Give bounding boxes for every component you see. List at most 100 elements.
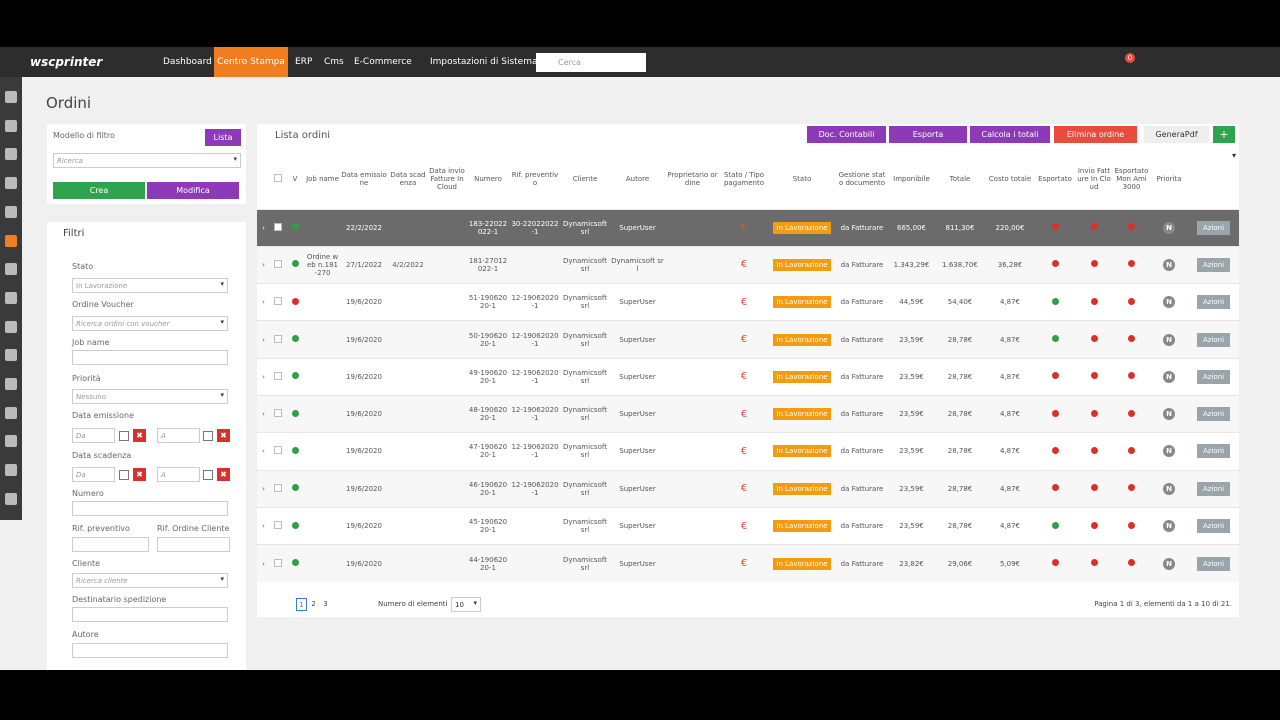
row-checkbox[interactable] [270, 395, 285, 432]
row-checkbox[interactable] [270, 470, 285, 507]
sidebar-icon[interactable] [5, 320, 17, 333]
actions-button[interactable]: Azioni [1196, 257, 1231, 272]
clear-button[interactable]: ✖ [217, 429, 230, 442]
toolbar-button[interactable]: Elimina ordine [1054, 126, 1137, 143]
select[interactable]: Ricerca cliente [72, 573, 228, 588]
input[interactable]: Da [72, 428, 115, 443]
select[interactable]: Ricerca ordini con voucher [72, 316, 228, 331]
cell-total: 54,40€ [947, 298, 973, 307]
calendar-icon[interactable] [119, 470, 129, 480]
clear-button[interactable]: ✖ [133, 468, 146, 481]
sidebar-icon[interactable] [5, 378, 17, 390]
cell-flag [1035, 209, 1075, 246]
input[interactable]: Da [72, 467, 115, 482]
actions-button[interactable]: Azioni [1196, 220, 1231, 235]
sidebar-icon[interactable] [5, 349, 17, 362]
calendar-icon[interactable] [203, 470, 213, 480]
expand-toggle[interactable]: › [262, 335, 265, 344]
page-button[interactable]: 3 [323, 600, 328, 608]
nav-item[interactable]: E-Commerce [354, 57, 412, 67]
sidebar-icon[interactable] [5, 492, 17, 505]
input[interactable] [72, 501, 228, 516]
input[interactable] [72, 643, 228, 658]
sidebar-icon[interactable] [5, 205, 17, 218]
page-button[interactable]: 2 [311, 600, 316, 608]
actions-button[interactable]: Azioni [1196, 332, 1231, 347]
nav-item[interactable]: Dashboard [163, 57, 212, 67]
cell-net: 23,59€ [899, 447, 924, 456]
page-button[interactable]: 1 [296, 598, 307, 611]
clear-button[interactable]: ✖ [133, 429, 146, 442]
create-button[interactable]: Crea [53, 182, 145, 199]
row-checkbox[interactable] [270, 358, 285, 395]
toolbar-button[interactable]: GeneraPdf [1144, 126, 1209, 143]
search-box[interactable]: Cerca [536, 53, 646, 72]
input[interactable] [72, 350, 228, 365]
select[interactable]: In Lavorazione [72, 278, 228, 293]
calendar-icon[interactable] [119, 431, 129, 441]
sidebar-icon[interactable] [5, 435, 17, 448]
toolbar-button[interactable]: Doc. Contabili [807, 126, 886, 143]
input[interactable]: A [157, 428, 200, 443]
expand-toggle[interactable]: › [262, 447, 265, 456]
expand-toggle[interactable]: › [262, 260, 265, 269]
row-checkbox[interactable] [270, 321, 285, 358]
cell-client: Dynamicsoft srl [563, 443, 607, 460]
row-checkbox[interactable] [270, 433, 285, 470]
row-checkbox[interactable] [270, 209, 285, 246]
expand-toggle[interactable]: › [262, 298, 265, 307]
sidebar-icon[interactable] [5, 177, 17, 190]
row-checkbox[interactable] [270, 507, 285, 544]
row-checkbox[interactable] [270, 545, 285, 582]
input[interactable] [72, 607, 228, 622]
sidebar-icon[interactable] [5, 406, 17, 419]
edit-button[interactable]: Modifica [147, 182, 239, 199]
actions-button[interactable]: Azioni [1196, 481, 1231, 496]
sidebar-icon[interactable] [5, 234, 17, 247]
actions-button[interactable]: Azioni [1196, 407, 1231, 422]
cell-cost: 4,87€ [999, 372, 1021, 381]
select[interactable]: Nessuno [72, 389, 228, 404]
sidebar-icon[interactable] [5, 148, 17, 161]
clear-button[interactable]: ✖ [217, 468, 230, 481]
logo[interactable]: wscprinter [30, 55, 103, 69]
toolbar-button[interactable]: Esporta [889, 126, 967, 143]
sidebar-icon[interactable] [5, 263, 17, 276]
input[interactable] [157, 537, 230, 552]
sidebar-icon[interactable] [5, 464, 17, 477]
expand-toggle[interactable]: › [262, 223, 265, 232]
input[interactable] [72, 537, 149, 552]
actions-button[interactable]: Azioni [1196, 444, 1231, 459]
actions-button[interactable]: Azioni [1196, 519, 1231, 534]
toolbar-button[interactable]: Calcola i totali [970, 126, 1050, 143]
per-page-select[interactable]: 10 [451, 597, 481, 612]
expand-toggle[interactable]: › [262, 522, 265, 531]
list-button[interactable]: Lista [205, 129, 241, 146]
calendar-icon[interactable] [203, 431, 213, 441]
sidebar-icon[interactable] [5, 291, 17, 304]
nav-item[interactable]: Centro Stampa [214, 47, 288, 77]
header-cell: Rif. preventivo [511, 171, 559, 188]
expand-toggle[interactable]: › [262, 484, 265, 493]
expand-toggle[interactable]: › [262, 372, 265, 381]
field-label: Rif. Ordine Cliente [157, 524, 230, 533]
expand-toggle[interactable]: › [262, 559, 265, 568]
actions-button[interactable]: Azioni [1196, 369, 1231, 384]
nav-item[interactable]: Cms [324, 57, 344, 67]
actions-button[interactable]: Azioni [1196, 295, 1231, 310]
nav-item[interactable]: Impostazioni di Sistema [430, 57, 538, 67]
flag-icon [1128, 372, 1135, 380]
cell-flag [1075, 246, 1113, 283]
input[interactable]: A [157, 467, 200, 482]
nav-item[interactable]: ERP [295, 57, 313, 67]
sidebar-icon[interactable] [5, 119, 17, 132]
row-checkbox[interactable] [270, 284, 285, 321]
cell-actions: Azioni [1188, 507, 1239, 544]
actions-button[interactable]: Azioni [1196, 556, 1231, 571]
expand-toggle[interactable]: › [262, 410, 265, 419]
add-button[interactable]: + [1213, 126, 1235, 143]
cell-author: SuperUser [619, 372, 656, 381]
row-checkbox[interactable] [270, 246, 285, 283]
model-select[interactable]: Ricerca [53, 153, 241, 168]
sidebar-icon[interactable] [5, 91, 17, 103]
